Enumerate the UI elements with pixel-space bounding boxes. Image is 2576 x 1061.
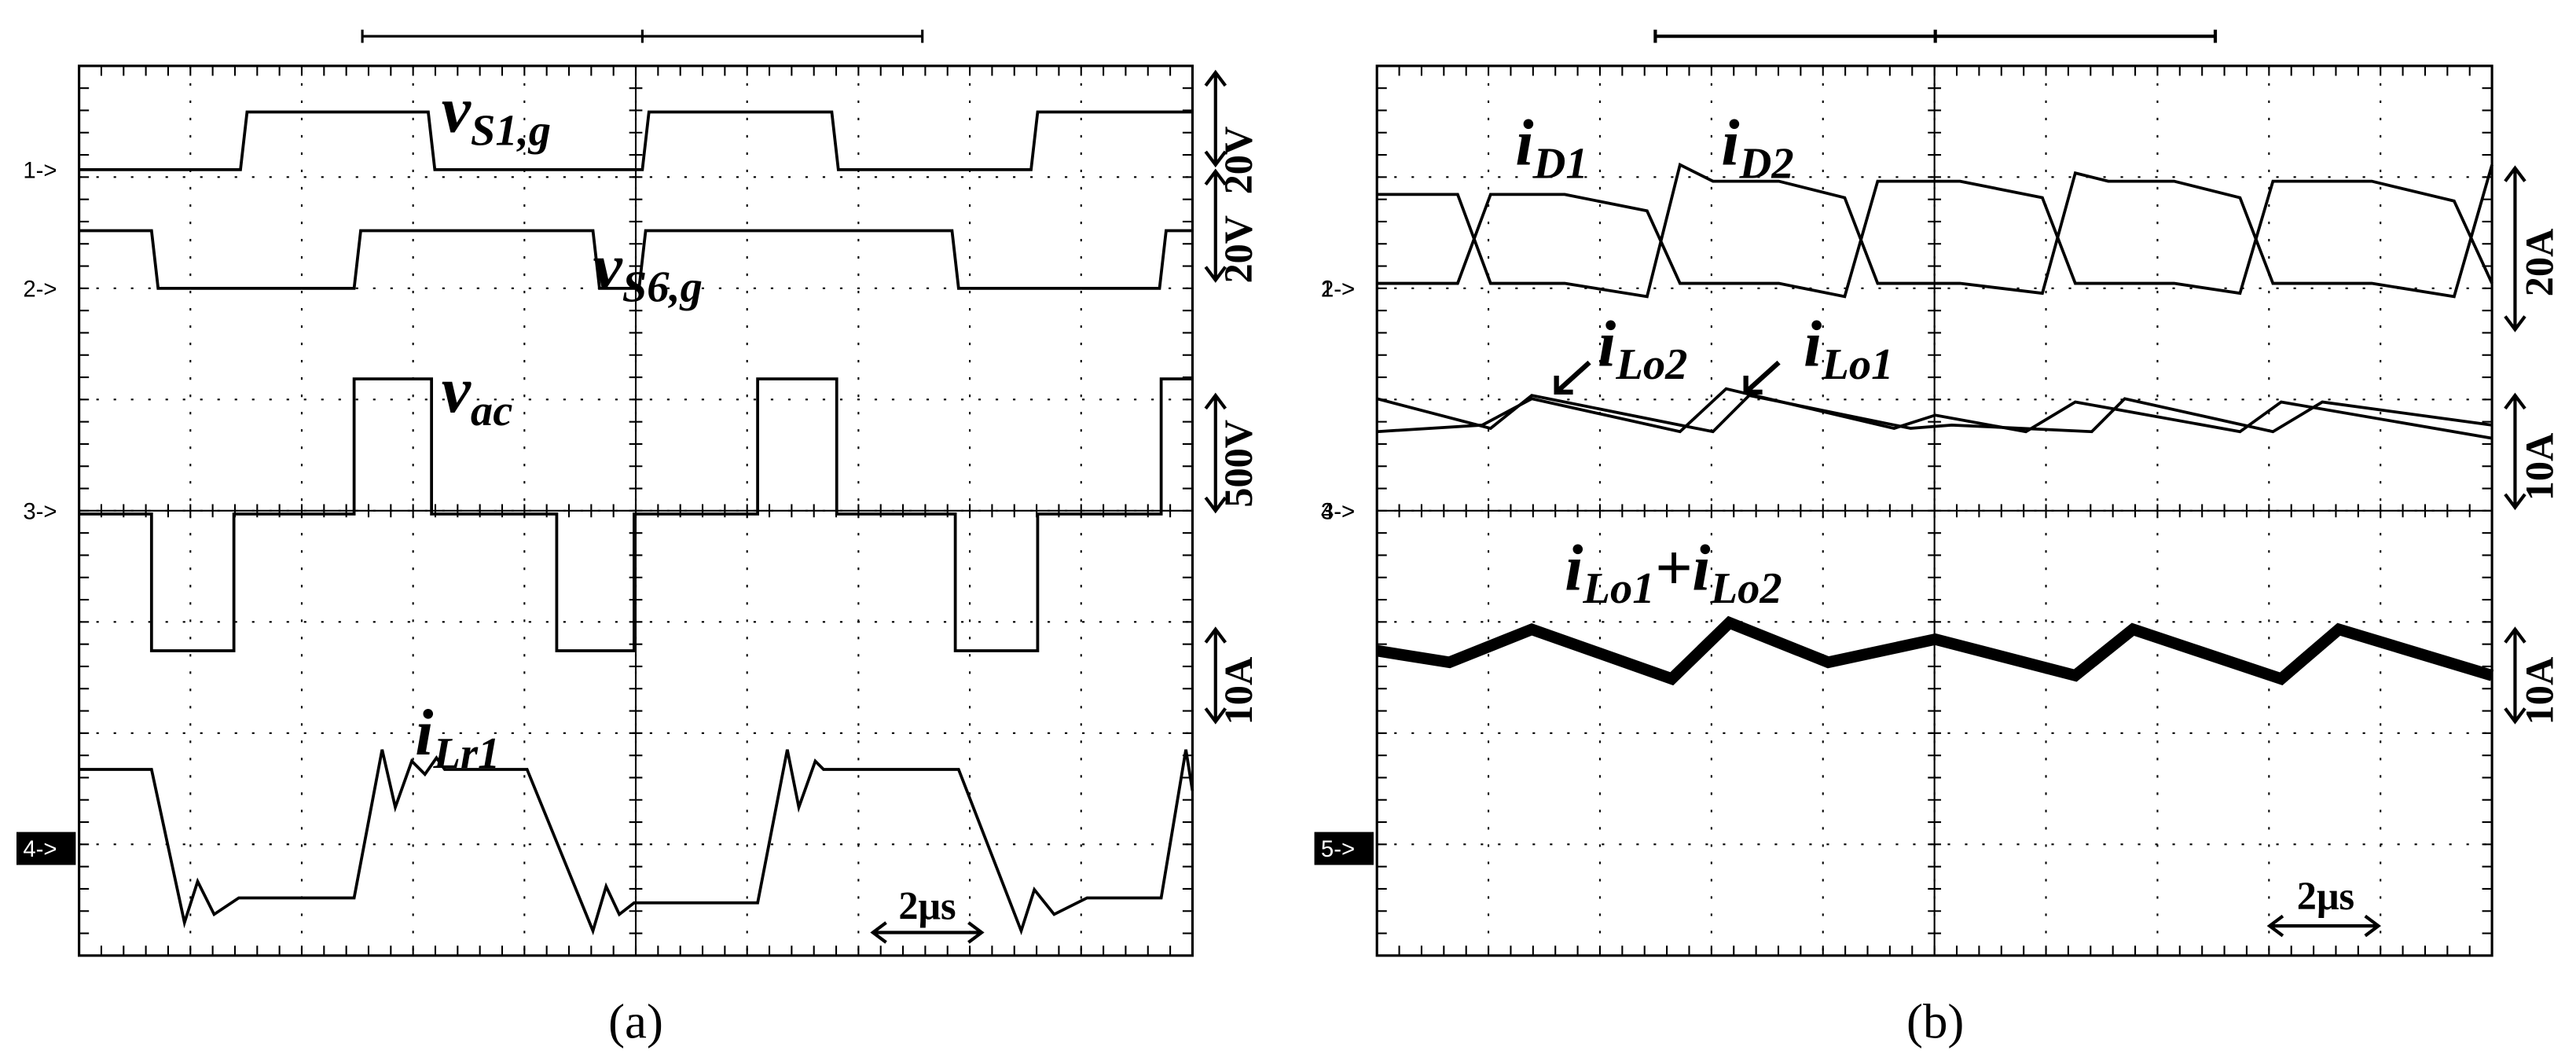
label: iLr1 <box>415 696 500 778</box>
waveform-ilr1 <box>79 749 1194 936</box>
channel-marker: 4-> <box>23 836 57 862</box>
label: iD2 <box>1721 107 1793 189</box>
time-arrow <box>870 921 985 944</box>
pointer-arrows <box>1554 360 1781 395</box>
waveform-vs6g <box>79 229 1193 290</box>
caption: (b) <box>1906 994 1964 1049</box>
label-main: i <box>1515 107 1533 180</box>
scale-label: 20V <box>1216 127 1260 195</box>
time-scale: 2μs <box>2297 874 2354 918</box>
panel-b: iD1 iD2 iLo2 iLo1 iLo1+iLo2 1-> 2-> 3-> … <box>1314 29 2562 1049</box>
label-main: +i <box>1655 531 1711 604</box>
scale-arrows <box>1204 69 1227 725</box>
trigger-bar <box>361 29 924 43</box>
scale-label: 10A <box>2518 433 2562 501</box>
waveform-id2 <box>1377 179 2493 299</box>
label-main: v <box>442 74 472 147</box>
caption: (a) <box>608 994 663 1049</box>
channel-marker: 5-> <box>1321 836 1355 862</box>
scale-label: 10A <box>1216 657 1260 725</box>
label: vac <box>442 354 513 435</box>
label: vS6,g <box>593 230 703 312</box>
label-sub: S1,g <box>471 106 551 155</box>
label-sub: ac <box>471 387 512 435</box>
label-sub: Lo2 <box>1615 340 1687 389</box>
label-sub: Lr1 <box>432 729 500 778</box>
label-sub: D2 <box>1739 139 1794 188</box>
waveform-vs1g <box>79 110 1193 171</box>
label-main: v <box>442 354 472 427</box>
label-main: i <box>1804 307 1822 380</box>
label-main: i <box>1598 307 1616 380</box>
label-main: v <box>593 230 623 303</box>
channel-marker: 1-> <box>1321 276 1355 302</box>
label-sub: D1 <box>1533 139 1588 188</box>
time-arrow <box>2266 914 2381 938</box>
channel-marker: 2-> <box>23 276 57 302</box>
channel-marker: 3-> <box>1321 498 1355 524</box>
waveform-ilo-sum <box>1376 615 2494 686</box>
label-sub: Lo1 <box>1582 564 1654 613</box>
waveform-id1 <box>1377 162 2493 299</box>
label: vS1,g <box>442 74 551 156</box>
scale-label: 500V <box>1216 420 1260 508</box>
label-sub: S6,g <box>622 263 703 312</box>
trigger-bar <box>1653 29 2218 43</box>
channel-marker: 2-> <box>1321 276 1355 302</box>
channel-marker: 1-> <box>23 157 57 183</box>
label: iLo2 <box>1598 307 1687 389</box>
label: iD1 <box>1515 107 1587 189</box>
panel-a: vS1,g vS6,g vac iLr1 1-> 2-> 3-> 4-> 20V… <box>16 29 1260 1049</box>
label-main: i <box>1565 531 1583 604</box>
label-sub: Lo2 <box>1710 564 1782 613</box>
waveform-vac <box>79 377 1193 652</box>
scale-label: 20A <box>2518 229 2562 297</box>
label: iLo1+iLo2 <box>1565 531 1782 613</box>
marker-box <box>1314 832 1374 865</box>
marker-box <box>16 832 76 865</box>
label-main: i <box>415 696 433 769</box>
scale-arrows <box>2504 165 2526 725</box>
channel-marker: 3-> <box>23 498 57 524</box>
channel-marker: 4-> <box>1321 498 1355 524</box>
label-main: i <box>1721 107 1739 180</box>
scale-label: 20V <box>1216 215 1260 284</box>
time-scale: 2μs <box>898 884 956 928</box>
scale-label: 10A <box>2518 657 2562 725</box>
label-sub: Lo1 <box>1821 340 1893 389</box>
waveform-ilo1 <box>1377 387 2493 440</box>
label: iLo1 <box>1804 307 1893 389</box>
